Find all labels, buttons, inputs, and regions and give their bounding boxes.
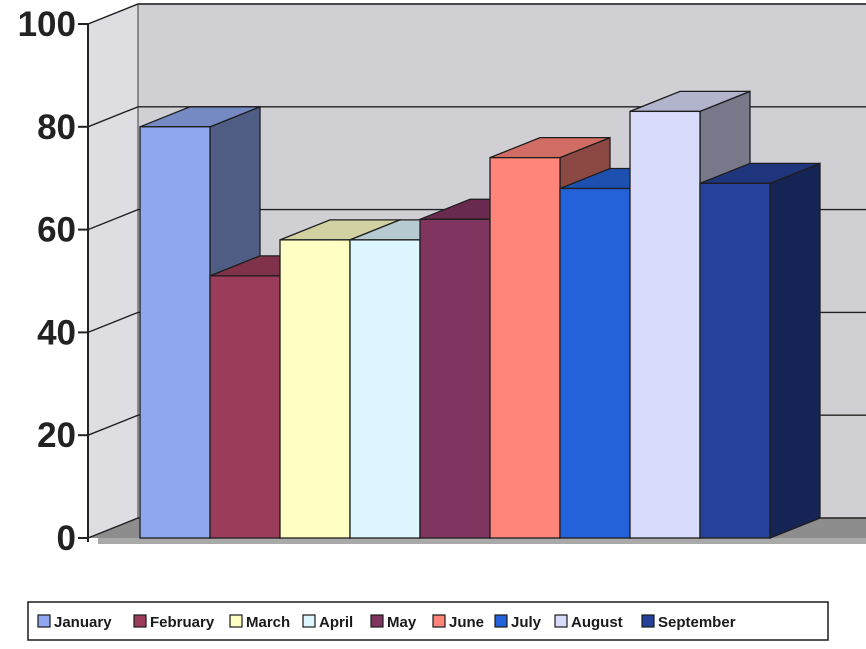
legend-item: February xyxy=(133,614,215,631)
floor-front xyxy=(98,538,866,544)
y-tick-label: 80 xyxy=(37,108,76,147)
legend-label: August xyxy=(571,614,623,631)
legend-swatch xyxy=(494,614,508,628)
legend-label: June xyxy=(449,614,484,631)
bar-september xyxy=(699,162,821,539)
gridline xyxy=(87,3,866,25)
legend: January February March April May June July Augu… xyxy=(27,601,829,641)
legend-swatch xyxy=(133,614,147,628)
legend-item: April xyxy=(302,614,353,631)
bars xyxy=(139,90,821,539)
legend-label: March xyxy=(246,614,290,631)
bar-front xyxy=(209,275,281,539)
legend-item: March xyxy=(229,614,290,631)
legend-box xyxy=(27,601,829,641)
y-tick-label: 40 xyxy=(37,313,76,352)
y-tick-label: 0 xyxy=(57,519,76,558)
legend-label: January xyxy=(54,614,112,631)
y-axis: 0 20 40 60 80 100 xyxy=(18,5,89,558)
legend-swatch xyxy=(302,614,316,628)
legend-label: February xyxy=(150,614,215,631)
bar-front xyxy=(139,126,211,539)
bar-front xyxy=(349,239,421,539)
legend-item: January xyxy=(37,614,112,631)
legend-swatch xyxy=(554,614,568,628)
legend-label: April xyxy=(319,614,353,631)
legend-swatch xyxy=(432,614,446,628)
legend-item: July xyxy=(494,614,542,631)
y-tick-label: 20 xyxy=(37,416,76,455)
gridline xyxy=(87,106,866,128)
bar-side xyxy=(769,162,821,539)
legend-label: May xyxy=(387,614,417,631)
bar-front xyxy=(699,182,771,539)
y-tick-label: 100 xyxy=(18,5,76,44)
legend-swatch xyxy=(370,614,384,628)
bar-front xyxy=(419,218,491,539)
legend-swatch xyxy=(641,614,655,628)
legend-item: August xyxy=(554,614,623,631)
legend-label: September xyxy=(658,614,736,631)
side-wall xyxy=(88,4,138,538)
bar-front xyxy=(559,187,631,539)
legend-swatch xyxy=(37,614,51,628)
legend-swatch xyxy=(229,614,243,628)
bar-front xyxy=(629,110,701,539)
bar-front xyxy=(279,239,351,539)
y-tick-label: 60 xyxy=(37,211,76,250)
legend-item: June xyxy=(432,614,484,631)
legend-item: May xyxy=(370,614,417,631)
bar-front xyxy=(489,156,561,539)
legend-label: July xyxy=(511,614,542,631)
legend-item: September xyxy=(641,614,736,631)
